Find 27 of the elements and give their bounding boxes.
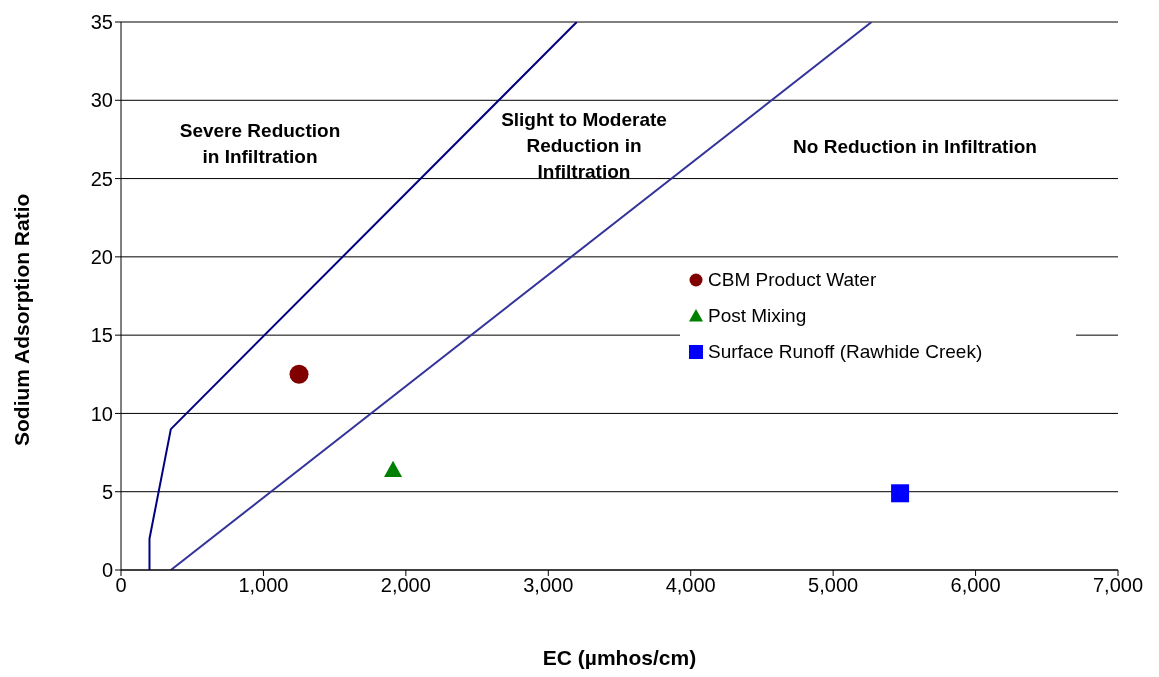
annotation: No Reduction in Infiltration: [793, 136, 1037, 157]
y-tick-label: 5: [101, 480, 113, 503]
x-tick-label: 4,000: [665, 574, 716, 597]
x-tick-label: 5,000: [808, 574, 859, 597]
annotation: Slight to Moderate Reduction in Infiltration: [501, 109, 667, 182]
y-tick-label: 20: [90, 245, 113, 268]
y-tick-label: 35: [90, 11, 113, 34]
legend-label: Post Mixing: [708, 305, 807, 327]
point: [289, 364, 309, 384]
x-tick-label: 3,000: [523, 574, 574, 597]
y-tick-label: 30: [90, 89, 113, 112]
x-tick-label: 2,000: [380, 574, 431, 597]
x-tick-label: 1,000: [238, 574, 289, 597]
y-tick-label: 0: [101, 559, 113, 582]
x-axis-title: EC (µmhos/cm): [542, 646, 697, 669]
y-tick-label: 25: [90, 167, 113, 190]
legend-label: Surface Runoff (Rawhide Creek): [708, 341, 983, 363]
legend-label: CBM Product Water: [708, 269, 877, 291]
x-tick-label: 7,000: [1092, 574, 1144, 597]
y-tick-label: 15: [90, 324, 113, 347]
x-tick-label: 6,000: [950, 574, 1001, 597]
point: [891, 484, 910, 503]
annotation: Severe Reduction in Infiltration: [179, 120, 341, 167]
point: [384, 460, 403, 477]
x-tick-label: 0: [115, 574, 127, 597]
y-tick-label: 10: [90, 402, 113, 425]
y-axis-title: Sodium Adsorption Ratio: [10, 193, 34, 446]
